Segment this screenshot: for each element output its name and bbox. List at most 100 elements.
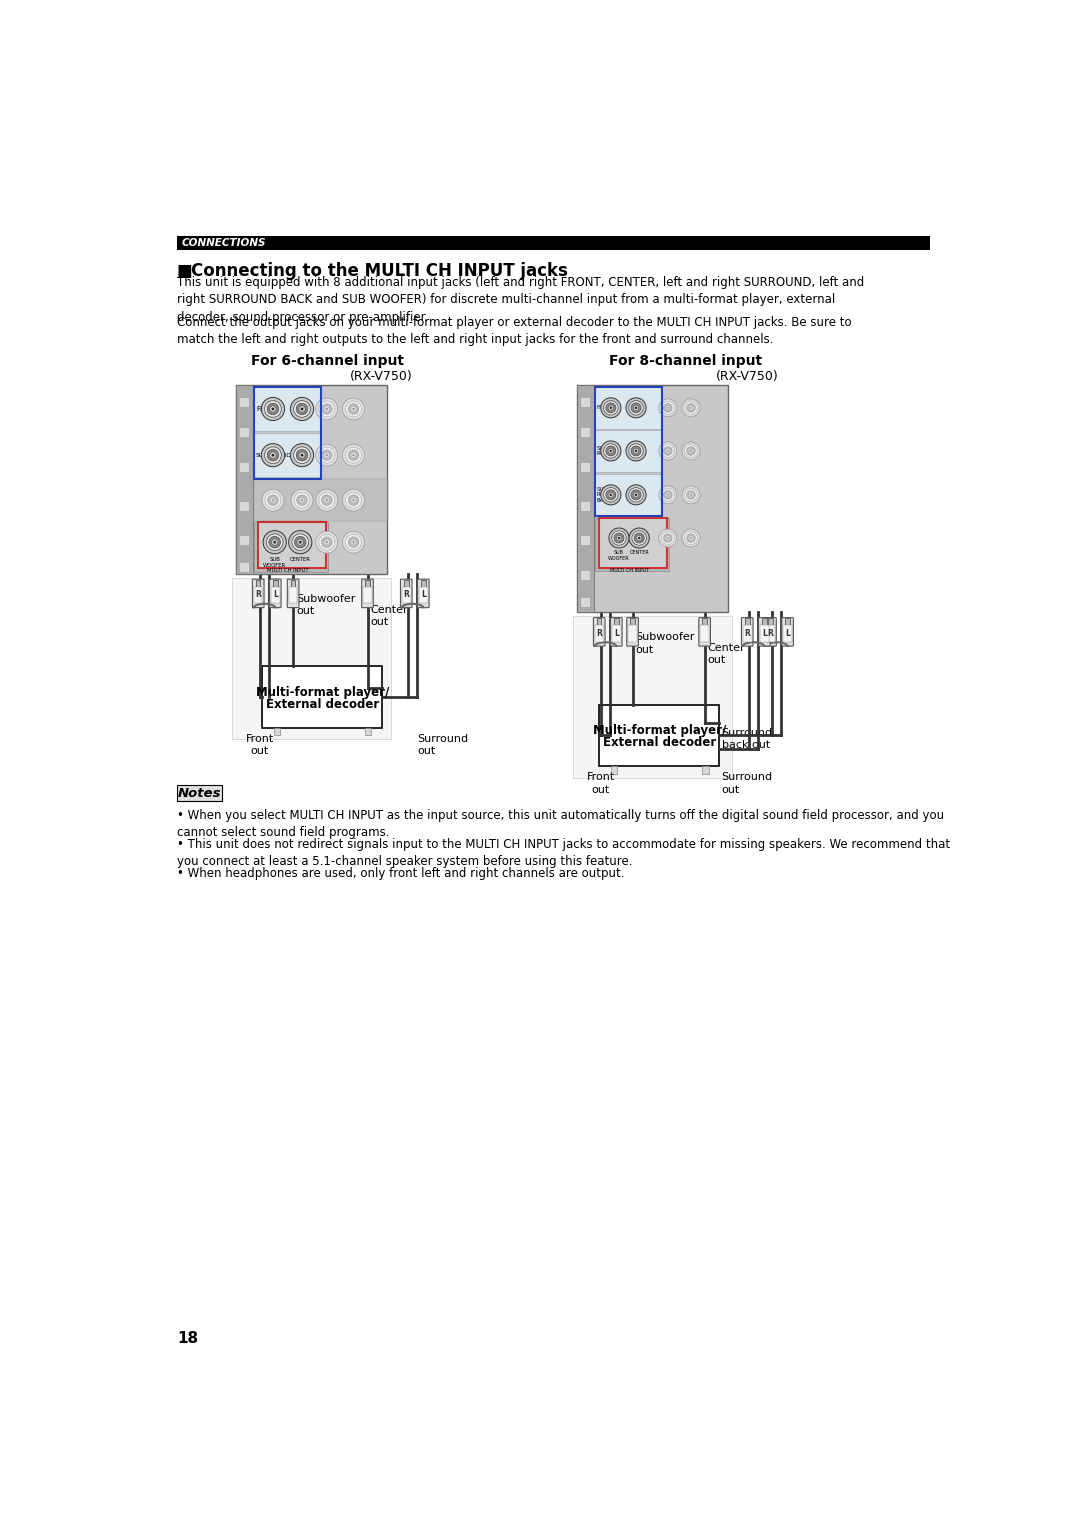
Circle shape	[324, 406, 329, 411]
Circle shape	[348, 495, 359, 506]
Bar	[239, 535, 248, 545]
Bar	[783, 625, 792, 642]
Text: External decoder: External decoder	[603, 736, 716, 749]
Circle shape	[272, 500, 274, 501]
Bar	[599, 704, 719, 766]
Circle shape	[351, 406, 356, 411]
FancyBboxPatch shape	[362, 579, 374, 608]
Text: Notes: Notes	[177, 787, 221, 799]
Bar	[239, 397, 248, 406]
FancyBboxPatch shape	[758, 617, 770, 646]
Text: CENTER: CENTER	[289, 556, 311, 562]
Circle shape	[611, 530, 626, 545]
Circle shape	[268, 495, 279, 506]
Circle shape	[631, 490, 642, 500]
FancyBboxPatch shape	[765, 617, 777, 646]
Bar	[599, 518, 667, 567]
Bar	[580, 397, 590, 406]
Circle shape	[685, 445, 698, 457]
Bar	[291, 581, 295, 588]
Bar	[239, 461, 248, 472]
FancyBboxPatch shape	[253, 579, 264, 608]
Circle shape	[663, 446, 672, 455]
Circle shape	[322, 449, 333, 460]
Bar	[572, 616, 732, 778]
Circle shape	[685, 402, 698, 414]
Circle shape	[272, 454, 274, 457]
Bar	[235, 385, 387, 573]
Text: Front
out: Front out	[245, 733, 274, 756]
Bar	[595, 474, 662, 516]
Circle shape	[661, 489, 674, 501]
Text: Connect the output jacks on your multi-format player or external decoder to the : Connect the output jacks on your multi-f…	[177, 316, 851, 347]
Circle shape	[315, 397, 338, 420]
Bar	[255, 387, 321, 431]
Circle shape	[661, 402, 674, 414]
Circle shape	[267, 403, 279, 414]
Bar	[365, 581, 369, 588]
Bar	[363, 587, 372, 604]
Circle shape	[326, 541, 327, 542]
Circle shape	[661, 445, 674, 457]
Text: 18: 18	[177, 1331, 198, 1346]
Bar	[612, 625, 621, 642]
Circle shape	[299, 541, 301, 544]
Circle shape	[262, 489, 284, 512]
Circle shape	[319, 400, 335, 417]
Circle shape	[264, 530, 286, 553]
Circle shape	[604, 487, 618, 503]
Bar	[580, 461, 590, 472]
Circle shape	[604, 443, 618, 458]
Circle shape	[689, 536, 693, 541]
Bar	[580, 535, 590, 545]
Circle shape	[301, 500, 302, 501]
Circle shape	[687, 403, 696, 413]
Bar	[255, 480, 387, 521]
Bar	[595, 429, 662, 472]
FancyBboxPatch shape	[270, 579, 281, 608]
Circle shape	[635, 494, 637, 495]
Circle shape	[606, 403, 616, 413]
Circle shape	[687, 490, 696, 500]
Circle shape	[633, 405, 639, 411]
Circle shape	[629, 443, 644, 458]
Circle shape	[326, 500, 327, 501]
Bar	[595, 387, 662, 516]
Bar	[177, 785, 221, 801]
Circle shape	[324, 452, 329, 458]
Text: Surround
out: Surround out	[417, 733, 469, 756]
Circle shape	[632, 530, 647, 545]
Circle shape	[685, 532, 698, 544]
Circle shape	[689, 405, 693, 410]
Circle shape	[635, 406, 637, 410]
Text: L: L	[421, 590, 426, 599]
Circle shape	[265, 492, 281, 509]
Circle shape	[326, 408, 327, 410]
Circle shape	[292, 533, 309, 550]
Circle shape	[606, 490, 616, 500]
Circle shape	[273, 541, 275, 544]
Circle shape	[610, 406, 612, 410]
Bar	[577, 385, 728, 613]
Circle shape	[296, 449, 308, 461]
Text: For 6-channel input: For 6-channel input	[251, 354, 404, 368]
Bar	[255, 432, 321, 477]
Circle shape	[315, 445, 338, 466]
Circle shape	[319, 535, 335, 550]
Circle shape	[342, 445, 365, 466]
Bar	[365, 727, 372, 735]
FancyBboxPatch shape	[782, 617, 794, 646]
Text: Surround
back out: Surround back out	[721, 727, 773, 750]
Bar	[766, 625, 774, 642]
Text: SUR
ROUND: SUR ROUND	[597, 446, 618, 457]
Text: FRONT: FRONT	[256, 406, 280, 413]
Circle shape	[629, 400, 644, 416]
Circle shape	[608, 492, 613, 498]
Circle shape	[348, 403, 359, 414]
Circle shape	[608, 448, 613, 454]
Bar	[255, 523, 328, 571]
Bar	[595, 518, 670, 571]
Circle shape	[353, 541, 354, 542]
Circle shape	[342, 397, 365, 420]
Text: R: R	[255, 590, 261, 599]
